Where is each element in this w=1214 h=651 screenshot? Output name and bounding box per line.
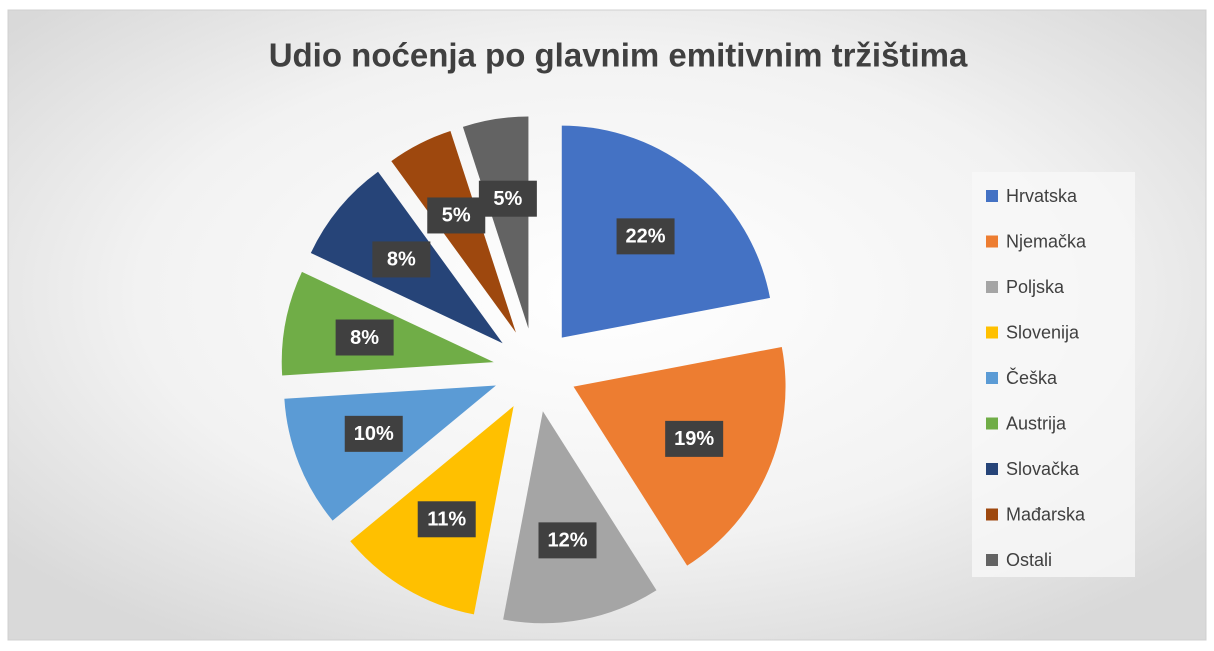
legend-swatch <box>986 417 998 430</box>
data-label: 5% <box>493 188 522 210</box>
legend-swatch <box>986 190 998 202</box>
data-label: 22% <box>626 226 666 248</box>
pie-slice <box>503 411 657 624</box>
chart-title: Udio noćenja po glavnim emitivnim tržišt… <box>269 37 968 74</box>
legend-label: Austrija <box>1006 413 1067 433</box>
legend-label: Slovenija <box>1006 322 1080 342</box>
data-label-box <box>372 241 431 278</box>
legend-swatch <box>986 463 998 475</box>
data-label: 8% <box>350 327 379 349</box>
data-label-box <box>478 180 537 217</box>
legend-swatch <box>986 235 998 248</box>
legend-label: Mađarska <box>1006 504 1086 524</box>
legend-swatch <box>986 281 998 293</box>
legend-label: Ostali <box>1006 550 1052 570</box>
data-label-box <box>417 501 476 538</box>
data-label: 19% <box>674 428 714 450</box>
legend-label: Poljska <box>1006 277 1065 297</box>
legend-label: Češka <box>1006 367 1058 388</box>
data-label-box <box>538 522 597 559</box>
pie-slice <box>462 116 529 329</box>
data-label-box <box>616 218 675 255</box>
legend-swatch <box>986 372 998 384</box>
legend-label: Hrvatska <box>1006 186 1078 206</box>
legend-swatch <box>986 508 998 521</box>
data-label-box <box>344 415 403 452</box>
data-label-box <box>335 319 394 356</box>
data-label: 10% <box>354 423 394 445</box>
legend-label: Njemačka <box>1006 231 1087 251</box>
pie-slice <box>284 385 496 521</box>
legend-swatch <box>986 554 998 566</box>
legend-swatch <box>986 326 998 339</box>
data-label: 8% <box>387 249 416 271</box>
legend <box>972 172 1135 577</box>
data-label-box <box>665 420 724 457</box>
data-label: 11% <box>427 509 466 531</box>
data-label: 12% <box>547 530 587 552</box>
data-label: 5% <box>442 205 471 227</box>
legend-label: Slovačka <box>1006 459 1080 479</box>
data-label-box <box>427 197 486 234</box>
